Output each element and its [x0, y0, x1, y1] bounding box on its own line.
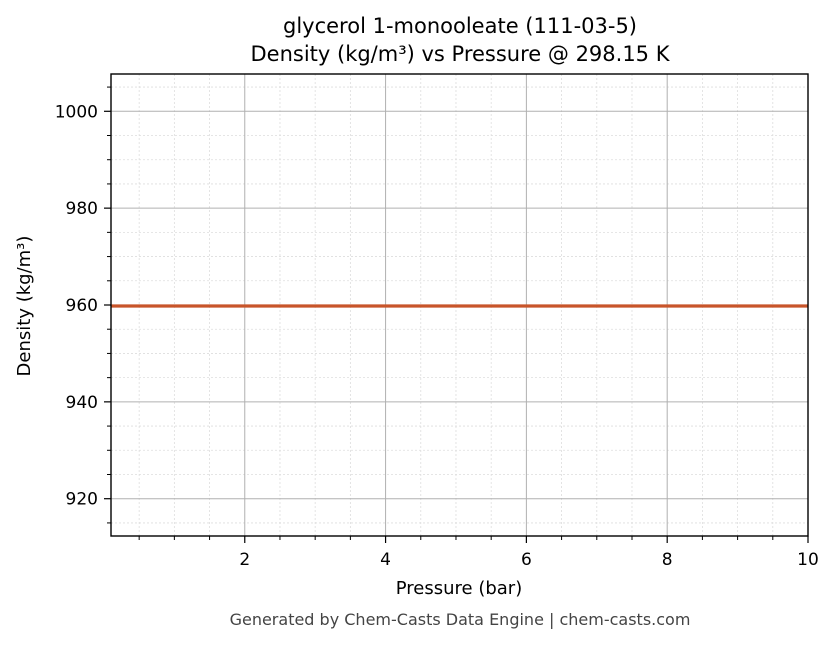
footer-credit: Generated by Chem-Casts Data Engine | ch… — [230, 610, 691, 629]
chart-subtitle: Density (kg/m³) vs Pressure @ 298.15 K — [250, 42, 670, 66]
x-axis: 2 4 6 8 10 — [138, 536, 819, 570]
y-tick-label: 940 — [66, 393, 98, 413]
x-tick-label: 6 — [521, 550, 532, 570]
y-axis-label: Density (kg/m³) — [14, 236, 35, 377]
x-tick-label: 2 — [239, 550, 250, 570]
y-tick-label: 1000 — [55, 102, 98, 122]
x-tick-label: 4 — [380, 550, 391, 570]
y-tick-label: 980 — [66, 199, 98, 219]
x-tick-label: 8 — [662, 550, 673, 570]
chart-title: glycerol 1-monooleate (111-03-5) — [283, 14, 637, 38]
y-tick-label: 920 — [66, 490, 98, 510]
y-tick-label: 960 — [66, 296, 98, 316]
x-axis-label: Pressure (bar) — [396, 578, 522, 599]
x-tick-label: 10 — [797, 550, 819, 570]
minor-grid — [111, 74, 808, 536]
y-axis: 920 940 960 980 1000 — [55, 86, 111, 524]
